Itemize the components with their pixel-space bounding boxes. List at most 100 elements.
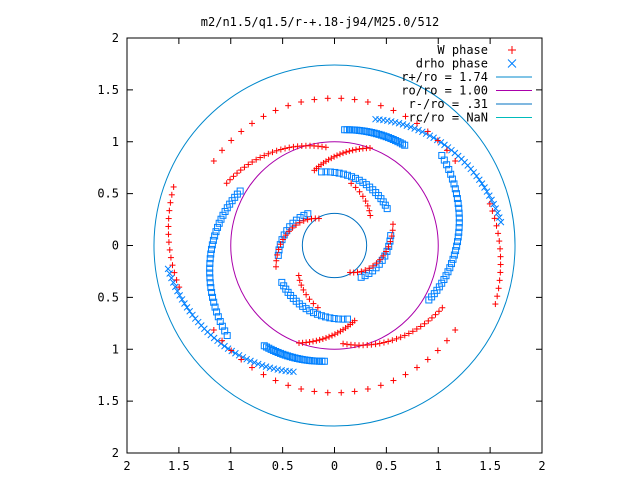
w-phase-point: [165, 239, 172, 246]
w-phase-point: [354, 269, 361, 276]
w-phase-point: [310, 300, 317, 307]
drho-phase-square: [326, 314, 334, 322]
drho-phase-square: [452, 190, 460, 198]
drho-phase-square: [387, 135, 395, 143]
drho-phase-point: [250, 359, 258, 366]
drho-phase-square: [365, 128, 373, 136]
drho-phase-square: [216, 318, 224, 326]
w-phase-point: [432, 311, 439, 318]
w-phase-point: [402, 371, 409, 378]
w-phase-point: [241, 164, 248, 171]
drho-phase-square: [331, 168, 339, 176]
w-phase-point: [261, 152, 268, 159]
drho-phase-square: [438, 279, 446, 287]
w-phase-point: [303, 291, 310, 298]
w-phase-point: [325, 156, 332, 163]
w-phase-point: [425, 317, 432, 324]
drho-phase-square: [370, 129, 378, 137]
drho-phase-square: [361, 272, 369, 280]
x-tick-label: 0.5: [272, 459, 294, 473]
w-phase-point: [373, 260, 380, 267]
drho-phase-square: [218, 322, 226, 330]
y-tick-label: 0: [112, 239, 119, 253]
y-tick-label: 1: [112, 342, 119, 356]
drho-phase-square: [453, 195, 461, 203]
w-phase-point: [273, 147, 280, 154]
drho-phase-square: [335, 315, 343, 323]
drho-phase-square: [339, 315, 347, 323]
w-phase-point: [352, 184, 359, 191]
drho-phase-point: [189, 311, 196, 319]
drho-phase-square: [401, 141, 409, 149]
w-phase-point: [389, 227, 396, 234]
circle-2: [301, 212, 368, 279]
w-phase-point: [237, 167, 244, 174]
w-phase-point: [166, 207, 173, 214]
w-phase-point: [434, 137, 441, 144]
w-phase-point: [367, 212, 374, 219]
drho-phase-square: [326, 168, 334, 176]
drho-phase-square: [208, 241, 216, 249]
y-tick-label: 0.5: [97, 290, 119, 304]
drho-phase-square: [357, 273, 365, 281]
w-phase-point: [227, 176, 234, 183]
x-tick-label: 2: [123, 459, 130, 473]
drho-phase-point: [166, 270, 174, 277]
w-phase-point: [308, 215, 315, 222]
legend-label: r-/ro = .31: [409, 97, 488, 111]
drho-phase-point: [270, 365, 278, 373]
drho-phase-square: [435, 283, 443, 291]
drho-phase-square: [440, 276, 448, 284]
w-phase-point: [452, 327, 459, 334]
w-phase-point: [417, 323, 424, 330]
w-phase-point: [376, 340, 383, 347]
drho-phase-point: [171, 283, 179, 291]
drho-phase-square: [335, 169, 343, 177]
w-phase-point: [313, 337, 320, 344]
drho-phase-point: [247, 357, 254, 365]
w-phase-point: [439, 304, 446, 311]
w-phase-point: [300, 286, 307, 293]
w-phase-point: [249, 364, 256, 371]
drho-phase-square: [348, 173, 356, 181]
w-phase-point: [383, 248, 390, 255]
drho-phase-point: [497, 218, 505, 226]
drho-phase-square: [339, 170, 347, 178]
w-phase-point: [493, 222, 500, 229]
drho-phase-point: [430, 134, 437, 142]
w-phase-point: [272, 107, 279, 114]
w-phase-point: [260, 371, 267, 378]
w-phase-point: [272, 377, 279, 384]
drho-phase-square: [286, 353, 294, 361]
w-phase-point: [421, 320, 428, 327]
w-phase-point: [234, 170, 241, 177]
drho-phase-square: [455, 204, 463, 212]
drho-phase-point: [478, 180, 486, 187]
drho-phase-square: [454, 233, 462, 241]
y-tick-label: 1.5: [97, 83, 119, 97]
w-phase-point: [385, 243, 392, 250]
w-phase-point: [298, 282, 305, 289]
y-tick-label: 0.5: [97, 187, 119, 201]
drho-phase-square: [398, 140, 406, 148]
w-phase-point: [424, 356, 431, 363]
w-phase-point: [388, 233, 395, 240]
x-tick-label: 0: [331, 459, 338, 473]
w-phase-point: [167, 199, 174, 206]
w-phase-point: [282, 232, 289, 239]
drho-phase-square: [438, 151, 446, 159]
w-phase-point: [295, 272, 302, 279]
legend-label: drho phase: [416, 57, 488, 71]
w-phase-point: [230, 173, 237, 180]
w-phase-point: [372, 341, 379, 348]
drho-phase-square: [396, 139, 404, 147]
circle-0: [153, 64, 516, 427]
w-phase-point: [306, 296, 313, 303]
w-phase-point: [285, 382, 292, 389]
drho-phase-square: [206, 255, 214, 263]
drho-phase-point: [411, 125, 419, 132]
w-phase-point: [316, 336, 323, 343]
w-phase-point: [491, 215, 498, 222]
drho-phase-point: [176, 291, 184, 299]
